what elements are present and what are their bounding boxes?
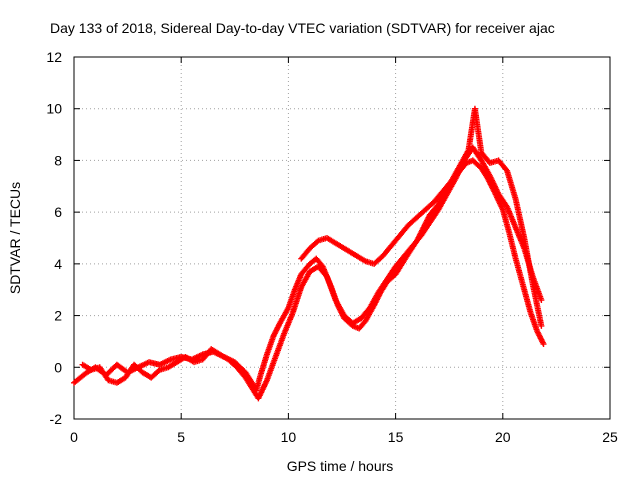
plot-frame xyxy=(73,56,611,420)
data-point xyxy=(538,297,545,304)
x-tick-label: 5 xyxy=(177,429,185,445)
y-tick-label: 12 xyxy=(46,49,62,65)
grid-lines xyxy=(74,57,610,419)
y-tick-label: 10 xyxy=(46,101,62,117)
x-tick-label: 25 xyxy=(602,429,618,445)
x-axis-label: GPS time / hours xyxy=(287,458,394,474)
y-axis-label: SDTVAR / TECUs xyxy=(7,182,23,294)
x-tick-label: 15 xyxy=(388,429,404,445)
y-tick-label: 6 xyxy=(54,204,62,220)
x-tick-label: 0 xyxy=(70,429,78,445)
chart-title: Day 133 of 2018, Sidereal Day-to-day VTE… xyxy=(50,20,555,36)
x-tick-label: 10 xyxy=(281,429,297,445)
axis-ticks: 0 5 10 15 20 25 -2 0 2 4 6 8 10 12 xyxy=(46,49,618,445)
y-tick-label: 4 xyxy=(54,256,62,272)
x-tick-label: 20 xyxy=(495,429,511,445)
y-tick-label: 2 xyxy=(54,308,62,324)
y-tick-label: 0 xyxy=(54,359,62,375)
y-tick-label: -2 xyxy=(50,411,63,427)
y-tick-label: 8 xyxy=(54,152,62,168)
data-points xyxy=(71,105,547,402)
series-track-c xyxy=(298,105,545,329)
data-point xyxy=(540,341,547,348)
data-point xyxy=(538,322,545,329)
